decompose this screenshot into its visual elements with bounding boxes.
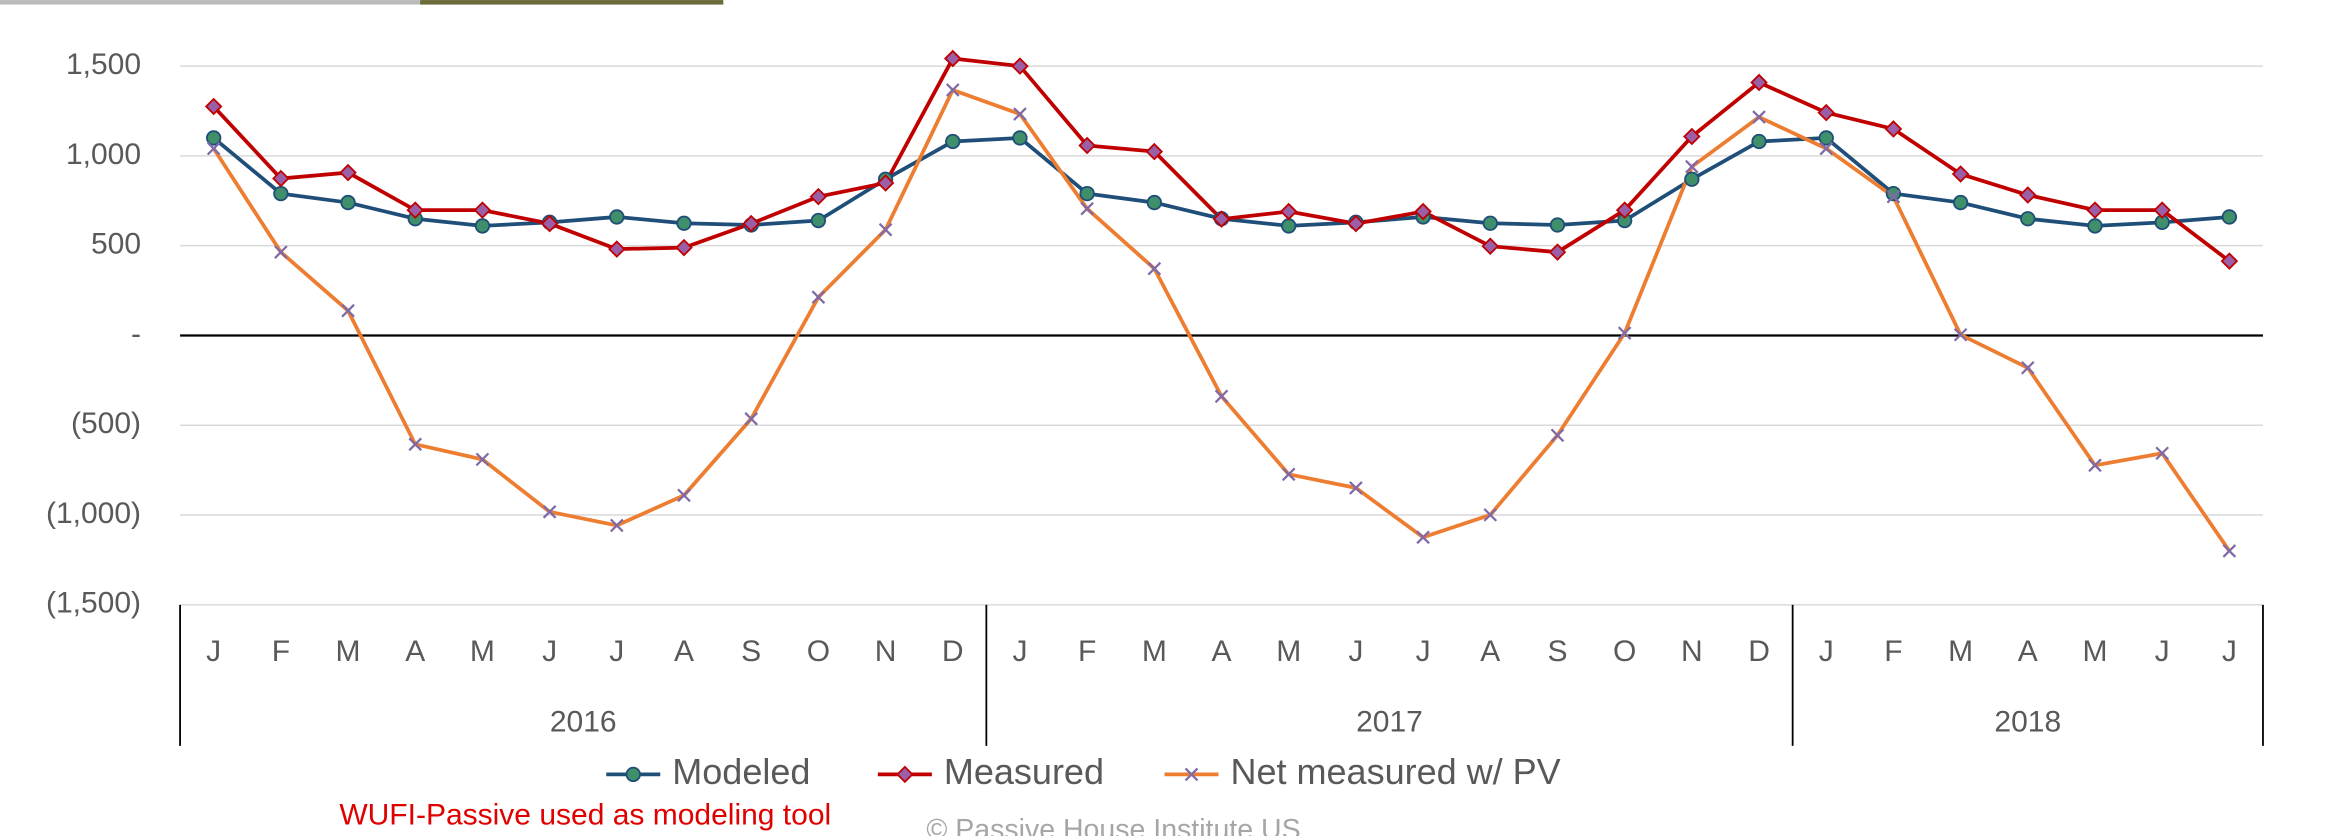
marker <box>476 219 490 233</box>
marker <box>1819 105 1834 120</box>
x-tick-label: D <box>1748 635 1770 668</box>
x-tick-label: A <box>2018 635 2038 668</box>
marker <box>2223 545 2235 557</box>
marker <box>677 216 691 230</box>
marker <box>1551 218 1565 232</box>
marker <box>1281 204 1296 219</box>
x-tick-label: J <box>542 635 557 668</box>
marker <box>609 242 624 257</box>
x-tick-label: O <box>1613 635 1636 668</box>
marker <box>2021 212 2035 226</box>
x-tick-label: O <box>807 635 830 668</box>
x-tick-label: J <box>1348 635 1363 668</box>
x-tick-label: A <box>1212 635 1232 668</box>
x-tick-label: J <box>1012 635 1027 668</box>
x-tick-label: F <box>1078 635 1096 668</box>
marker <box>1483 239 1498 254</box>
y-tick-label: - <box>131 317 141 350</box>
x-tick-label: S <box>741 635 761 668</box>
y-tick-label: 500 <box>91 228 141 261</box>
y-tick-label: 1,500 <box>66 48 141 81</box>
marker <box>1148 263 1160 275</box>
marker <box>342 305 354 317</box>
x-tick-label: M <box>336 635 361 668</box>
marker <box>945 51 960 66</box>
x-tick-label: N <box>875 635 897 668</box>
marker <box>1954 196 1968 210</box>
marker <box>275 246 287 258</box>
legend-label: Measured <box>944 751 1104 792</box>
marker <box>475 203 490 218</box>
marker <box>1752 135 1766 149</box>
x-tick-label: J <box>609 635 624 668</box>
x-tick-label: M <box>1142 635 1167 668</box>
x-tick-label: J <box>206 635 221 668</box>
marker <box>812 214 826 228</box>
marker <box>1887 187 1901 201</box>
marker <box>745 413 757 425</box>
marker <box>1081 203 1093 215</box>
marker <box>1216 390 1228 402</box>
marker <box>341 165 356 180</box>
legend-marker <box>627 768 641 782</box>
x-tick-label: N <box>1681 635 1703 668</box>
marker <box>811 189 826 204</box>
y-tick-label: (1,500) <box>46 587 141 620</box>
series-line <box>214 59 2230 262</box>
marker <box>946 135 960 149</box>
image-strip <box>420 0 723 5</box>
y-tick-label: 1,000 <box>66 138 141 171</box>
marker <box>1685 172 1699 186</box>
legend-label: Net measured w/ PV <box>1231 751 1561 792</box>
marker <box>1148 196 1162 210</box>
x-tick-label: D <box>942 635 964 668</box>
x-tick-label: A <box>405 635 425 668</box>
marker <box>2088 219 2102 233</box>
x-tick-label: M <box>470 635 495 668</box>
chart: WUFI-Passive used as modeling tool © Pas… <box>0 0 2341 836</box>
marker <box>1551 429 1563 441</box>
marker <box>274 187 288 201</box>
x-tick-label: J <box>1416 635 1431 668</box>
marker <box>676 240 691 255</box>
x-tick-label: M <box>1948 635 1973 668</box>
y-tick-label: (1,000) <box>46 497 141 530</box>
marker <box>1484 216 1498 230</box>
x-tick-label: M <box>2082 635 2107 668</box>
series-line <box>214 90 2230 551</box>
legend-marker <box>897 767 912 782</box>
marker <box>1282 219 1296 233</box>
marker <box>341 196 355 210</box>
x-tick-label: A <box>1480 635 1500 668</box>
x-tick-label: J <box>2222 635 2237 668</box>
x-tick-label: M <box>1276 635 1301 668</box>
x-group-label: 2017 <box>1356 705 1423 738</box>
x-tick-label: F <box>1884 635 1902 668</box>
marker <box>2020 188 2035 203</box>
x-group-label: 2018 <box>1994 705 2061 738</box>
marker <box>610 210 624 224</box>
y-tick-label: (500) <box>71 407 141 440</box>
x-tick-label: J <box>1819 635 1834 668</box>
x-tick-label: S <box>1547 635 1567 668</box>
marker <box>812 291 824 303</box>
x-group-label: 2016 <box>550 705 617 738</box>
x-tick-label: F <box>272 635 290 668</box>
x-tick-label: J <box>2155 635 2170 668</box>
annotation: WUFI-Passive used as modeling tool <box>339 798 831 831</box>
marker <box>2087 203 2102 218</box>
copyright: © Passive House Institute US <box>926 814 1300 836</box>
x-tick-label: A <box>674 635 694 668</box>
legend-label: Modeled <box>672 751 810 792</box>
marker <box>2223 210 2237 224</box>
marker <box>1080 187 1094 201</box>
marker <box>1013 131 1027 145</box>
